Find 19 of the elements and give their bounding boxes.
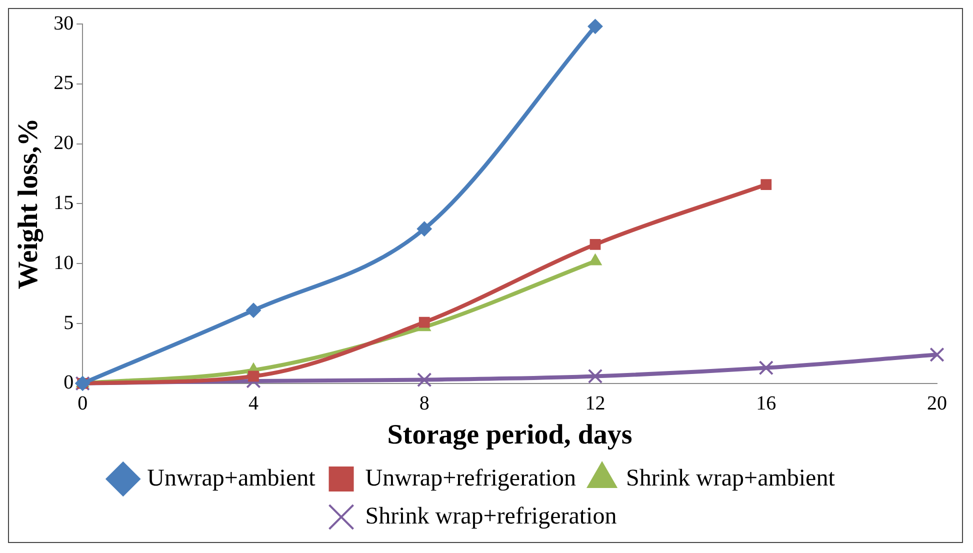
y-tick-label: 20 — [54, 132, 74, 154]
x-tick-label: 8 — [419, 392, 430, 415]
x-tick-label: 0 — [78, 392, 88, 415]
x-axis-title: Storage period, days — [387, 419, 632, 450]
y-axis-title: Weight loss,% — [13, 118, 44, 290]
legend-label: Unwrap+ambient — [147, 465, 316, 492]
x-tick-label: 4 — [248, 392, 258, 415]
y-tick-label: 30 — [54, 12, 74, 34]
y-tick-label: 10 — [54, 252, 74, 274]
legend-label: Unwrap+refrigeration — [365, 465, 576, 492]
x-tick-label: 16 — [756, 392, 776, 415]
y-tick-label: 5 — [64, 312, 74, 334]
legend-label: Shrink wrap+refrigeration — [365, 503, 617, 530]
y-tick-label: 0 — [64, 372, 74, 394]
legend-label: Shrink wrap+ambient — [626, 465, 836, 492]
y-tick-label: 25 — [54, 72, 74, 94]
y-tick-label: 15 — [54, 192, 74, 214]
x-tick-label: 20 — [927, 392, 947, 415]
x-tick-label: 12 — [585, 392, 606, 415]
